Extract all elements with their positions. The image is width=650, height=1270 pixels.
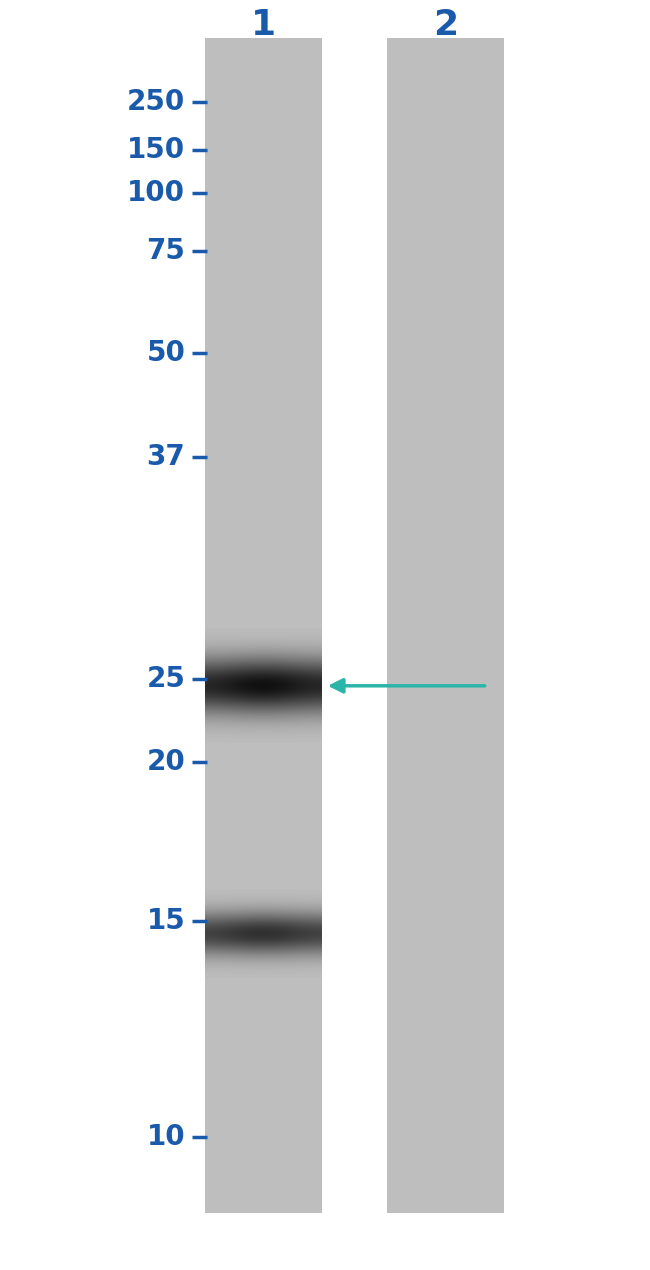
Text: 20: 20 [146,748,185,776]
Text: 250: 250 [127,88,185,116]
Bar [205,38,322,1213]
Bar [387,38,504,1213]
Text: 15: 15 [146,907,185,935]
Text: 10: 10 [147,1123,185,1151]
Text: 37: 37 [146,443,185,471]
Text: 1: 1 [251,9,276,42]
Text: 25: 25 [146,665,185,693]
Text: 50: 50 [146,339,185,367]
Text: 75: 75 [146,237,185,265]
Text: 150: 150 [127,136,185,164]
Text: 2: 2 [433,9,458,42]
Text: 100: 100 [127,179,185,207]
